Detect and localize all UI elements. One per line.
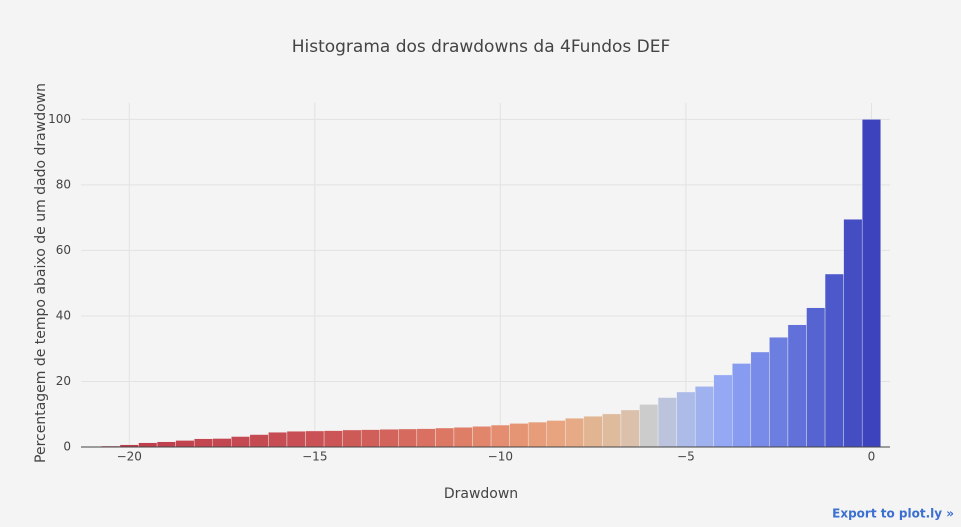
chart-title: Histograma dos drawdowns da 4Fundos DEF [292, 37, 671, 57]
bar [694, 386, 714, 448]
bar [193, 438, 213, 448]
y-tick-label: 60 [56, 243, 71, 257]
bar [435, 427, 455, 448]
x-tick-label: −15 [302, 450, 327, 464]
x-tick-label: −20 [117, 450, 142, 464]
bar [268, 432, 288, 448]
x-axis-title: Drawdown [444, 486, 518, 502]
x-tick-label: −5 [677, 450, 695, 464]
bar [861, 119, 881, 448]
bar [639, 404, 659, 448]
bar [138, 442, 158, 448]
x-tick-label: 0 [868, 450, 876, 464]
bar [231, 436, 251, 448]
bar [750, 351, 770, 448]
bar [453, 427, 473, 448]
bar [490, 424, 510, 448]
x-tick-label: −10 [488, 450, 513, 464]
bar [824, 273, 844, 448]
bar [175, 440, 195, 448]
export-link[interactable]: Export to plot.ly » [832, 507, 954, 521]
bar [806, 307, 826, 448]
bar [212, 438, 232, 448]
y-tick-label: 0 [63, 440, 71, 454]
bar [360, 429, 380, 448]
bar [546, 420, 566, 448]
bar [676, 391, 696, 448]
bar [286, 431, 306, 448]
bar [379, 429, 399, 448]
bar [843, 219, 863, 448]
bar [342, 429, 362, 448]
bar [713, 374, 733, 448]
bar [583, 416, 603, 448]
bar [620, 409, 640, 448]
bar [249, 434, 269, 448]
bar [602, 413, 622, 448]
y-tick-label: 40 [56, 308, 71, 322]
bar [787, 324, 807, 448]
y-tick-label: 20 [56, 374, 71, 388]
y-axis-title: Percentagem de tempo abaixo de um dado d… [33, 83, 49, 463]
y-tick-label: 80 [56, 177, 71, 191]
bar [398, 428, 418, 448]
bar [156, 441, 176, 448]
bar [305, 430, 325, 448]
bar [416, 428, 436, 448]
y-tick-label: 100 [48, 112, 71, 126]
bar [565, 417, 585, 448]
bar [732, 363, 752, 448]
bar [323, 430, 343, 448]
bar [472, 426, 492, 448]
bar [657, 397, 677, 448]
bar [509, 423, 529, 448]
bar [769, 337, 789, 448]
bar [527, 421, 547, 448]
